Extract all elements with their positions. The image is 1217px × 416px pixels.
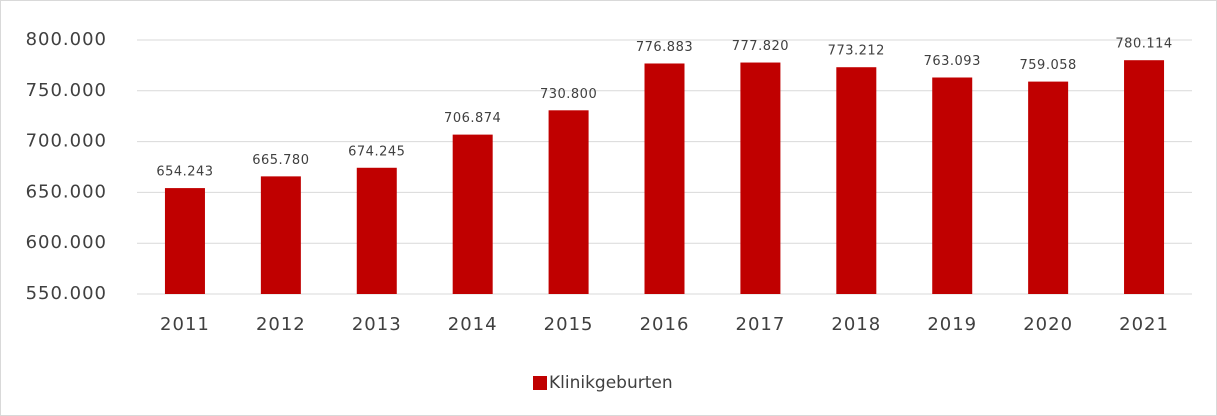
- data-label: 759.058: [1020, 58, 1077, 73]
- x-tick-label: 2019: [927, 314, 977, 335]
- data-label: 777.820: [732, 39, 789, 54]
- bar: [356, 167, 397, 294]
- legend-swatch: [533, 376, 547, 390]
- bar: [932, 77, 973, 294]
- y-tick-label: 800.000: [26, 29, 107, 50]
- x-tick-label: 2012: [256, 314, 306, 335]
- x-tick-label: 2014: [448, 314, 498, 335]
- data-label: 776.883: [636, 40, 693, 55]
- data-label: 665.780: [252, 153, 309, 168]
- y-tick-label: 650.000: [26, 181, 107, 202]
- x-tick-label: 2020: [1023, 314, 1073, 335]
- legend-label: Klinikgeburten: [549, 373, 673, 393]
- data-label: 654.243: [156, 165, 213, 180]
- bar: [644, 63, 685, 294]
- y-tick-label: 550.000: [26, 283, 107, 304]
- x-tick-label: 2017: [736, 314, 786, 335]
- data-label: 763.093: [924, 54, 981, 69]
- data-label: 674.245: [348, 144, 405, 159]
- x-tick-label: 2011: [160, 314, 210, 335]
- y-tick-label: 600.000: [26, 232, 107, 253]
- y-tick-label: 700.000: [26, 131, 107, 152]
- bar: [452, 134, 493, 294]
- data-label: 780.114: [1115, 37, 1172, 52]
- data-label: 706.874: [444, 111, 501, 126]
- x-tick-label: 2013: [352, 314, 402, 335]
- y-tick-label: 750.000: [26, 80, 107, 101]
- data-label: 773.212: [828, 44, 885, 59]
- bar: [548, 110, 589, 295]
- bar: [1028, 81, 1069, 294]
- bar: [260, 176, 301, 294]
- bar: [740, 62, 781, 294]
- x-tick-label: 2021: [1119, 314, 1169, 335]
- bar: [836, 67, 877, 294]
- bar: [164, 188, 205, 294]
- bar: [1124, 60, 1165, 294]
- x-tick-label: 2015: [544, 314, 594, 335]
- x-tick-label: 2018: [831, 314, 881, 335]
- x-tick-label: 2016: [640, 314, 690, 335]
- data-label: 730.800: [540, 87, 597, 102]
